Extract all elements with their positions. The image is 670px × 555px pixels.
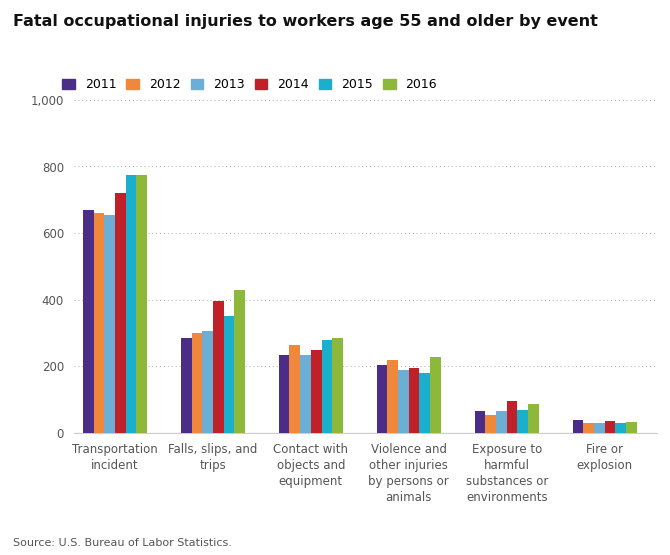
Bar bbox=[377, 365, 387, 433]
Bar bbox=[332, 338, 343, 433]
Bar bbox=[83, 210, 94, 433]
Bar bbox=[105, 215, 115, 433]
Bar bbox=[528, 403, 539, 433]
Bar bbox=[419, 373, 430, 433]
Bar bbox=[125, 175, 136, 433]
Bar bbox=[136, 175, 147, 433]
Bar bbox=[311, 350, 322, 433]
Bar bbox=[279, 355, 289, 433]
Bar bbox=[615, 423, 626, 433]
Bar bbox=[605, 421, 615, 433]
Bar bbox=[289, 345, 300, 433]
Bar bbox=[202, 331, 213, 433]
Bar bbox=[387, 360, 398, 433]
Bar bbox=[213, 301, 224, 433]
Bar bbox=[573, 420, 584, 433]
Bar bbox=[517, 410, 528, 433]
Bar bbox=[181, 338, 192, 433]
Bar bbox=[115, 193, 125, 433]
Bar bbox=[192, 333, 202, 433]
Bar bbox=[398, 370, 409, 433]
Bar bbox=[475, 411, 486, 433]
Bar bbox=[496, 411, 507, 433]
Bar bbox=[486, 415, 496, 433]
Bar bbox=[584, 423, 594, 433]
Bar bbox=[430, 357, 441, 433]
Bar bbox=[507, 401, 517, 433]
Bar bbox=[224, 316, 234, 433]
Bar bbox=[594, 423, 605, 433]
Bar bbox=[322, 340, 332, 433]
Bar bbox=[94, 213, 105, 433]
Legend: 2011, 2012, 2013, 2014, 2015, 2016: 2011, 2012, 2013, 2014, 2015, 2016 bbox=[60, 75, 440, 94]
Text: Fatal occupational injuries to workers age 55 and older by event: Fatal occupational injuries to workers a… bbox=[13, 14, 598, 29]
Text: Source: U.S. Bureau of Labor Statistics.: Source: U.S. Bureau of Labor Statistics. bbox=[13, 538, 232, 548]
Bar bbox=[234, 290, 245, 433]
Bar bbox=[626, 422, 636, 433]
Bar bbox=[300, 355, 311, 433]
Bar bbox=[409, 368, 419, 433]
